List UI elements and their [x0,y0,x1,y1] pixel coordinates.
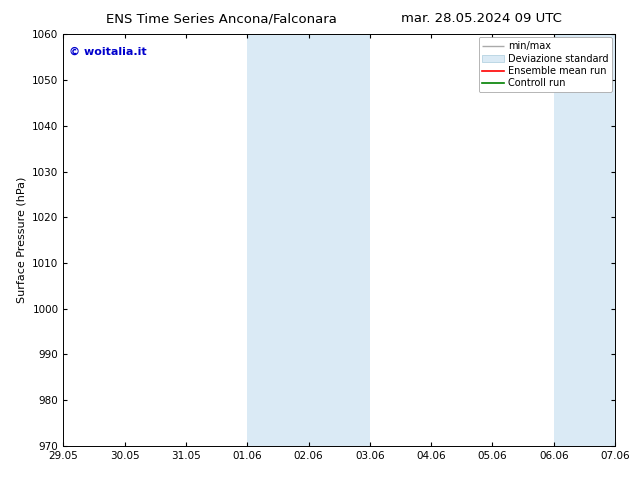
Text: mar. 28.05.2024 09 UTC: mar. 28.05.2024 09 UTC [401,12,562,25]
Y-axis label: Surface Pressure (hPa): Surface Pressure (hPa) [16,177,27,303]
Bar [247,34,370,446]
Text: © woitalia.it: © woitalia.it [69,47,146,57]
Text: ENS Time Series Ancona/Falconara: ENS Time Series Ancona/Falconara [107,12,337,25]
Bar [553,34,615,446]
Legend: min/max, Deviazione standard, Ensemble mean run, Controll run: min/max, Deviazione standard, Ensemble m… [479,37,612,92]
